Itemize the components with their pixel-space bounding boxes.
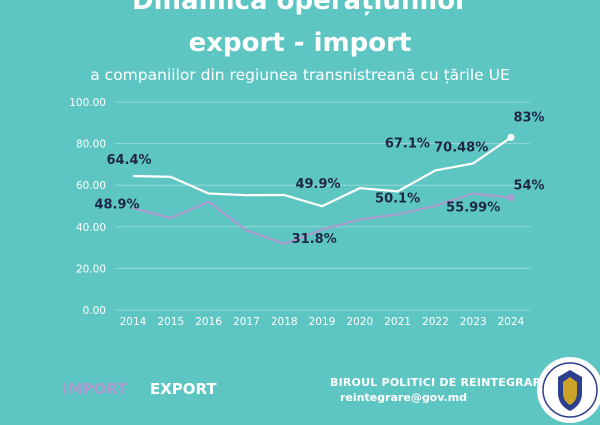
y-tick-label: 0.00 xyxy=(83,305,106,317)
y-tick-label: 20.00 xyxy=(76,263,106,275)
data-label: 48.9% xyxy=(94,197,139,212)
data-label: 55.99% xyxy=(446,201,500,216)
x-tick-label: 2024 xyxy=(498,316,525,328)
grid-lines xyxy=(115,101,530,311)
y-tick-label: 80.00 xyxy=(76,139,106,151)
chart-title-line2: export - import xyxy=(188,28,412,58)
government-seal-icon xyxy=(537,357,600,423)
series-line-import xyxy=(132,192,512,245)
data-label: 67.1% xyxy=(385,136,430,151)
series-points xyxy=(507,133,515,202)
x-tick-label: 2019 xyxy=(309,316,336,328)
data-label: 50.1% xyxy=(375,191,420,206)
data-label: 83% xyxy=(513,110,544,125)
footer-organization: BIROUL POLITICI DE REINTEGRARE xyxy=(330,376,549,389)
chart-subtitle: a companiilor din regiunea transnistrean… xyxy=(90,66,510,84)
x-tick-label: 2015 xyxy=(157,316,184,328)
x-tick-label: 2020 xyxy=(346,316,373,328)
y-axis-ticks: 0.00 20.00 40.00 60.00 80.00 100.00 xyxy=(69,97,106,317)
y-tick-label: 100.00 xyxy=(69,97,106,109)
x-tick-label: 2022 xyxy=(422,316,449,328)
data-label: 31.8% xyxy=(292,232,337,247)
x-axis-ticks: 2014 2015 2016 2017 2018 2019 2020 2021 2022 2023… xyxy=(120,316,525,328)
y-tick-label: 60.00 xyxy=(76,180,106,192)
x-tick-label: 2023 xyxy=(460,316,487,328)
x-tick-label: 2014 xyxy=(120,316,147,328)
data-label: 64.4% xyxy=(106,153,151,168)
data-label: 54% xyxy=(513,179,544,194)
data-label: 49.9% xyxy=(295,177,340,192)
chart-title-line1: Dinamica operațiunilor xyxy=(132,0,468,16)
series-line-export xyxy=(132,136,512,208)
x-tick-label: 2021 xyxy=(384,316,411,328)
y-tick-label: 40.00 xyxy=(76,222,106,234)
x-tick-label: 2018 xyxy=(271,316,298,328)
data-labels: 64.4% 49.9% 67.1% 70.48% 83% 48.9% 31.8% 50.1% 5… xyxy=(94,110,544,246)
series-lines xyxy=(132,136,512,245)
legend-import: IMPORT xyxy=(62,380,128,398)
data-label: 70.48% xyxy=(434,140,488,155)
footer-email: reintegrare@gov.md xyxy=(340,391,468,404)
x-tick-label: 2017 xyxy=(233,316,260,328)
data-point-import xyxy=(507,194,515,202)
x-tick-label: 2016 xyxy=(195,316,222,328)
legend-export: EXPORT xyxy=(150,380,217,398)
data-point-export xyxy=(507,133,515,141)
